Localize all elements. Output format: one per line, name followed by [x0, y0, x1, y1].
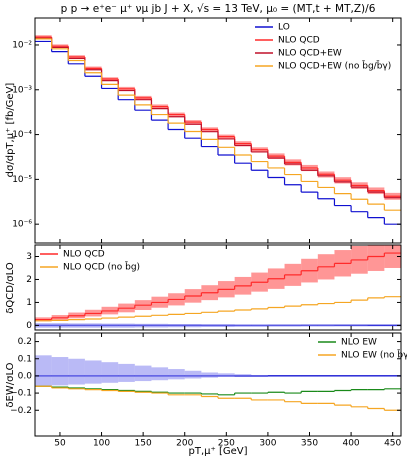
uncertainty-band [101, 323, 119, 328]
uncertainty-band [384, 245, 401, 268]
x-tick-label: 450 [384, 439, 401, 449]
uncertainty-band [384, 375, 401, 377]
x-tick-label: 350 [301, 439, 318, 449]
uncertainty-band [168, 369, 185, 380]
y-tick-label: 10⁻³ [12, 85, 32, 95]
y-tick-label: 10⁻⁴ [12, 130, 32, 140]
uncertainty-band [184, 370, 202, 379]
panel-frame [34, 332, 402, 437]
legend-label: NLO QCD [278, 36, 320, 46]
uncertainty-band [317, 324, 335, 327]
uncertainty-band [234, 374, 252, 376]
uncertainty-band [84, 323, 102, 328]
uncertainty-band [251, 324, 268, 327]
y-tick-label: −0.2 [10, 406, 32, 416]
uncertainty-band [151, 367, 169, 381]
uncertainty-band [134, 323, 152, 328]
x-tick-label: 250 [218, 439, 235, 449]
uncertainty-band [134, 365, 152, 382]
plot-area [35, 355, 401, 411]
legend-label: NLO QCD [63, 250, 105, 260]
uncertainty-band [301, 324, 318, 327]
uncertainty-band [35, 355, 52, 387]
y-axis-title: dσ/dpT,μ⁺ [fb/GeV] [5, 83, 16, 178]
panel-frame [34, 17, 402, 244]
legend-label: NLO QCD (no b̄g) [63, 261, 140, 273]
legend-label: NLO EW (no b̄γ) [341, 349, 407, 361]
x-tick-label: 300 [259, 439, 276, 449]
y-tick-label: 2 [26, 275, 32, 285]
uncertainty-band [218, 324, 235, 328]
uncertainty-band [51, 357, 69, 386]
x-tick-label: 400 [342, 439, 359, 449]
uncertainty-band [84, 360, 102, 384]
x-tick-label: 100 [93, 439, 110, 449]
uncertainty-band [118, 323, 135, 328]
uncertainty-band [201, 372, 218, 378]
uncertainty-band [351, 325, 368, 327]
y-tick-label: 3 [26, 252, 32, 262]
uncertainty-band [168, 324, 185, 328]
legend-label: LO [278, 23, 290, 33]
uncertainty-band [201, 324, 218, 328]
uncertainty-band [101, 362, 119, 383]
uncertainty-band [334, 325, 352, 327]
y-tick-label: 1 [26, 298, 32, 308]
uncertainty-band [351, 375, 368, 377]
x-tick-label: 50 [54, 439, 66, 449]
plot-area [35, 245, 401, 328]
uncertainty-band [35, 323, 52, 328]
panel-frame [34, 244, 402, 331]
uncertainty-band [51, 323, 69, 328]
uncertainty-band [284, 324, 302, 327]
plot-area [35, 35, 401, 225]
uncertainty-band [118, 363, 135, 382]
y-tick-label: 10⁻² [12, 40, 32, 50]
y-axis-title: δEW/σLO [5, 362, 16, 407]
y-tick-label: 0.0 [18, 371, 33, 381]
y-tick-label: 0 [26, 321, 32, 331]
y-tick-label: 0.1 [18, 354, 32, 364]
uncertainty-band [334, 375, 352, 377]
chart-title: p p → e⁺e⁻ μ⁺ νμ jb J + X, √s = 13 TeV, … [61, 3, 376, 15]
uncertainty-band [251, 375, 268, 376]
uncertainty-band [151, 323, 169, 328]
uncertainty-band [367, 325, 385, 326]
legend-label: NLO EW [341, 338, 377, 348]
y-axis-title: δQCD/σLO [5, 262, 16, 314]
y-tick-label: 10⁻⁶ [12, 220, 32, 230]
uncertainty-band [267, 375, 285, 377]
y-tick-label: 10⁻⁵ [12, 175, 32, 185]
legend-label: NLO QCD+EW [278, 49, 342, 59]
uncertainty-band [267, 324, 285, 327]
y-tick-label: 0.2 [18, 337, 32, 347]
uncertainty-band [384, 325, 401, 326]
x-tick-label: 150 [135, 439, 152, 449]
x-axis-title: pT,μ⁺ [GeV] [189, 446, 248, 457]
uncertainty-band [68, 323, 85, 328]
uncertainty-band [367, 245, 385, 271]
uncertainty-band [284, 375, 302, 377]
uncertainty-band [367, 375, 385, 377]
legend-label: NLO QCD+EW (no b̄g/b̄γ) [278, 60, 391, 72]
uncertainty-band [317, 375, 335, 377]
uncertainty-band [301, 375, 318, 377]
uncertainty-band [234, 324, 252, 327]
uncertainty-band [68, 358, 85, 385]
uncertainty-band [218, 373, 235, 377]
uncertainty-band [184, 324, 202, 328]
y-tick-label: −0.1 [10, 389, 32, 399]
x-tick-label: 200 [176, 439, 193, 449]
